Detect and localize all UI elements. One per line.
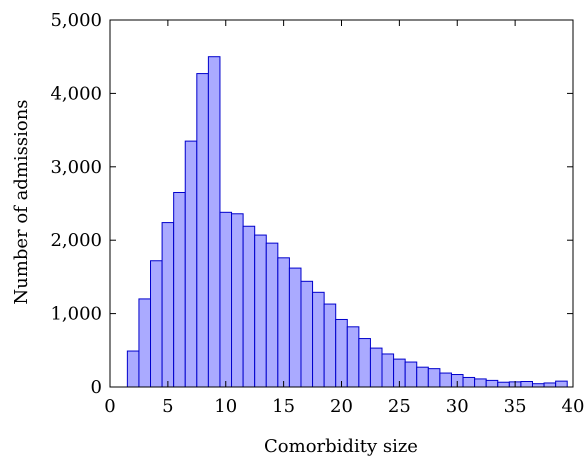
histogram-bar [196,73,209,388]
histogram-bar [254,234,267,388]
histogram-bar [474,378,487,388]
histogram-bar [555,380,568,388]
bars-group [126,56,568,388]
histogram-bar [265,242,279,388]
histogram-bar [300,280,314,388]
histogram-bar [497,381,510,388]
histogram-bar [312,291,325,388]
histogram-bar [277,257,290,388]
histogram-bar [219,211,233,388]
histogram-bar [288,267,302,388]
histogram-bar [358,338,371,388]
histogram-bar [173,191,186,388]
x-tick-label: 5 [162,396,173,417]
histogram-bar [323,303,337,388]
histogram-bar [207,56,221,388]
histogram-bar [462,376,476,388]
x-tick-label: 25 [388,396,411,417]
histogram-bar [543,382,557,388]
histogram-bar [138,298,152,388]
x-tick-label: 40 [562,396,585,417]
histogram-bar [416,366,429,388]
y-tick-label: 5,000 [50,10,102,31]
y-tick-label: 4,000 [50,83,102,104]
y-tick-label: 0 [91,377,102,398]
x-tick-label: 30 [446,396,469,417]
histogram-bar [485,379,499,388]
x-tick-label: 35 [504,396,527,417]
y-tick-label: 1,000 [50,304,102,325]
histogram-bar [346,326,360,388]
histogram-bar [404,361,418,388]
x-tick-label: 15 [272,396,295,417]
histogram-bar [369,347,383,388]
histogram-bar [427,368,441,388]
histogram-bar [161,222,175,388]
y-axis-label: Number of admissions [11,99,32,304]
histogram-bar [150,260,163,388]
y-tick-label: 3,000 [50,157,102,178]
histogram-bar [381,353,395,388]
histogram-bar [335,318,348,388]
histogram-bar [231,213,244,388]
x-tick-label: 0 [104,396,115,417]
histogram-bar [242,225,256,388]
histogram-bar [126,350,140,388]
x-tick-label: 10 [214,396,237,417]
y-tick-label: 2,000 [50,230,102,251]
histogram-bar [439,372,452,388]
x-axis-label: Comorbidity size [264,436,418,457]
x-tick-label: 20 [330,396,353,417]
ticks-group: 0 5 10 15 20 25 30 35 40 0 1,000 2,000 3,000 4,000 5,0… [50,10,584,417]
histogram-bar [184,140,198,388]
histogram-bar [520,380,533,388]
